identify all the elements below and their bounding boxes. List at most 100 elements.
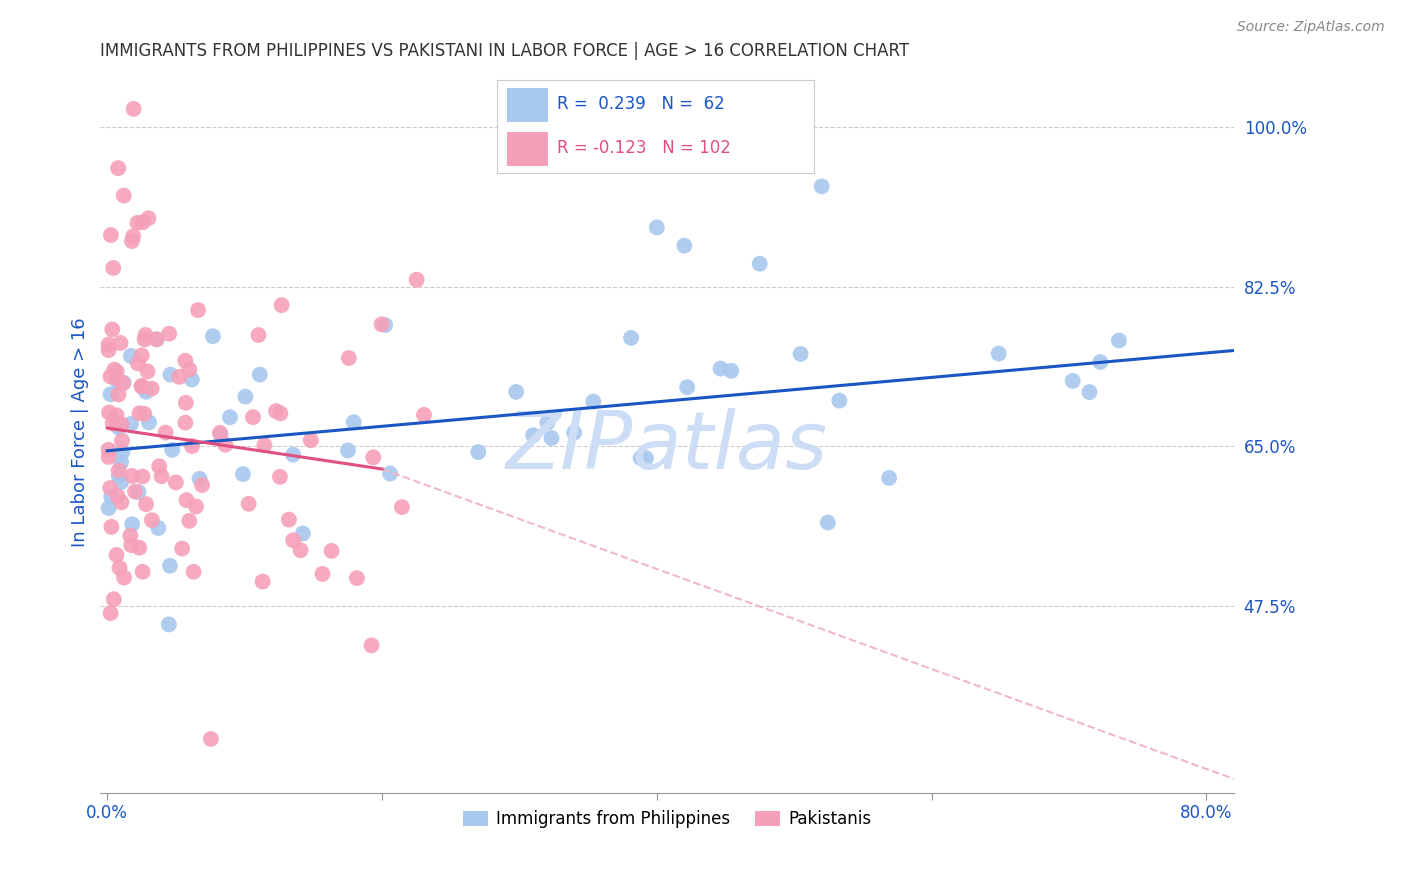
Point: [817, 516, 839, 530]
Point: [1108, 334, 1130, 348]
Point: [112, 376, 135, 390]
Point: [155, 425, 177, 440]
Point: [108, 420, 131, 434]
Point: [720, 364, 742, 378]
Point: [124, 484, 146, 499]
Point: [172, 541, 194, 556]
Point: [120, 417, 142, 431]
Point: [311, 566, 333, 581]
Point: [157, 617, 180, 632]
Point: [877, 471, 900, 485]
Point: [247, 328, 270, 343]
Point: [252, 574, 274, 589]
Point: [200, 731, 222, 746]
Point: [108, 561, 131, 575]
Point: [111, 376, 134, 391]
Point: [131, 565, 153, 579]
Point: [122, 102, 145, 116]
Point: [112, 188, 135, 202]
Point: [120, 528, 142, 542]
Point: [620, 331, 643, 345]
Point: [1090, 355, 1112, 369]
Point: [134, 407, 156, 421]
Point: [150, 469, 173, 483]
Point: [343, 415, 366, 429]
Point: [405, 273, 427, 287]
Point: [131, 379, 153, 393]
Point: [269, 470, 291, 484]
Point: [174, 353, 197, 368]
Point: [179, 362, 201, 376]
Point: [101, 322, 124, 336]
Point: [209, 427, 232, 442]
Point: [97, 501, 120, 516]
Point: [191, 478, 214, 492]
Point: [987, 346, 1010, 360]
Point: [235, 390, 257, 404]
Point: [321, 544, 343, 558]
Point: [184, 500, 207, 514]
Point: [135, 328, 157, 343]
Point: [135, 497, 157, 511]
Point: [112, 570, 135, 584]
Point: [107, 387, 129, 401]
Point: [120, 538, 142, 552]
Point: [582, 394, 605, 409]
Point: [135, 384, 157, 399]
Point: [269, 406, 291, 420]
Point: [673, 238, 696, 252]
Point: [360, 639, 382, 653]
Point: [110, 495, 132, 509]
Point: [176, 493, 198, 508]
Point: [131, 379, 153, 393]
Point: [97, 343, 120, 358]
Point: [336, 443, 359, 458]
Point: [138, 211, 160, 226]
Point: [253, 438, 276, 452]
Point: [128, 541, 150, 555]
Point: [337, 351, 360, 365]
Point: [105, 548, 128, 562]
Point: [103, 260, 125, 275]
Point: [363, 450, 385, 465]
Point: [121, 517, 143, 532]
Point: [136, 364, 159, 378]
Point: [370, 318, 392, 332]
Point: [290, 543, 312, 558]
Point: [128, 406, 150, 420]
Point: [249, 368, 271, 382]
Point: [810, 179, 832, 194]
Text: IMMIGRANTS FROM PHILIPPINES VS PAKISTANI IN LABOR FORCE | AGE > 16 CORRELATION C: IMMIGRANTS FROM PHILIPPINES VS PAKISTANI…: [100, 42, 910, 60]
Point: [232, 467, 254, 482]
Point: [270, 298, 292, 312]
Point: [159, 368, 181, 382]
Point: [97, 450, 120, 464]
Point: [146, 332, 169, 346]
Point: [121, 469, 143, 483]
Point: [208, 425, 231, 440]
Point: [188, 472, 211, 486]
Point: [97, 442, 120, 457]
Point: [97, 337, 120, 351]
Point: [108, 469, 131, 483]
Point: [630, 451, 652, 466]
Point: [522, 428, 544, 442]
Point: [100, 369, 122, 384]
Point: [141, 382, 163, 396]
Point: [132, 215, 155, 229]
Point: [169, 369, 191, 384]
Point: [127, 356, 149, 370]
Point: [1062, 374, 1084, 388]
Point: [148, 459, 170, 474]
Point: [107, 374, 129, 388]
Point: [238, 497, 260, 511]
Point: [157, 326, 180, 341]
Y-axis label: In Labor Force | Age > 16: In Labor Force | Age > 16: [72, 318, 89, 548]
Point: [138, 415, 160, 429]
Point: [789, 347, 811, 361]
Point: [748, 257, 770, 271]
Point: [214, 438, 236, 452]
Point: [391, 500, 413, 515]
Point: [111, 445, 134, 459]
Point: [110, 455, 132, 469]
